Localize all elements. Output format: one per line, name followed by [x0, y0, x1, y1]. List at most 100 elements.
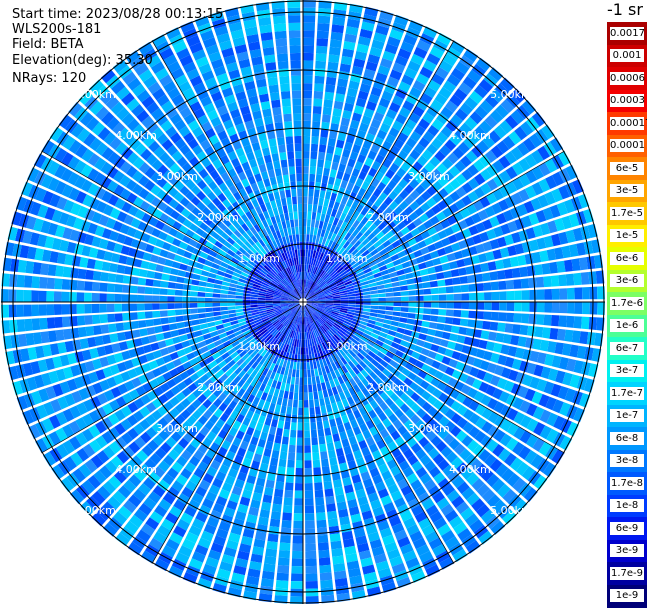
range-bin [261, 578, 274, 587]
colorbar-level: 3e-6 [607, 270, 647, 293]
range-bin [386, 293, 394, 297]
range-bin [168, 282, 176, 289]
range-bin [306, 234, 309, 242]
range-bin [290, 45, 301, 53]
range-bin [271, 511, 281, 520]
range-bin [46, 291, 54, 302]
range-bin [551, 275, 559, 286]
range-bin [552, 302, 560, 313]
range-bin [291, 574, 303, 582]
range-bin [303, 53, 314, 61]
range-bin [544, 315, 552, 326]
range-bin [335, 578, 348, 587]
range-bin [282, 99, 291, 107]
range-bin [228, 310, 236, 314]
range-bin [268, 169, 275, 178]
range-bin [327, 69, 338, 78]
range-bin [431, 295, 439, 301]
range-bin [323, 420, 330, 428]
colorbar-level: 3e-9 [607, 540, 647, 563]
range-bin [453, 285, 461, 292]
range-bin [293, 106, 302, 114]
range-bin [320, 213, 325, 221]
range-bin [461, 293, 469, 300]
range-bin [62, 279, 70, 290]
range-bin [290, 384, 295, 392]
range-bin [298, 204, 302, 212]
range-bin [386, 306, 394, 310]
range-bin [491, 312, 499, 321]
range-bin [435, 330, 444, 338]
range-bin [324, 99, 334, 108]
range-bin [167, 310, 175, 316]
range-bin [309, 234, 313, 242]
range-bin [287, 197, 292, 205]
range-bin [298, 257, 300, 265]
range-bin [445, 278, 453, 285]
range-bin [274, 115, 283, 124]
range-bin [279, 68, 290, 76]
range-bin [122, 294, 130, 302]
range-label: 5.00km [490, 88, 532, 101]
range-bin [439, 295, 447, 301]
range-bin [449, 333, 458, 341]
range-bin [290, 53, 301, 61]
range-bin [278, 183, 284, 191]
range-bin [272, 153, 280, 162]
range-bin [446, 286, 454, 293]
range-bin [292, 415, 298, 423]
range-bin [399, 280, 407, 286]
range-bin [129, 295, 137, 303]
range-bin [304, 423, 310, 431]
range-bin [507, 302, 515, 311]
range-bin [442, 263, 451, 271]
range-bin [331, 116, 340, 125]
range-bin [436, 272, 445, 279]
range-bin [283, 175, 289, 183]
colorbar-level: 0.00017 [607, 112, 647, 135]
range-bin [326, 404, 332, 412]
range-bin [327, 511, 337, 520]
range-bin [92, 315, 100, 325]
range-bin [170, 268, 179, 275]
range-bin [321, 183, 327, 191]
range-bin [333, 108, 343, 117]
range-bin [314, 189, 320, 197]
range-label: 4.00km [449, 463, 491, 476]
range-bin [297, 355, 300, 363]
range-bin [332, 556, 344, 565]
range-bin [153, 318, 161, 325]
range-bin [308, 204, 313, 212]
range-bin [557, 261, 566, 273]
range-bin [393, 287, 401, 292]
range-bin [305, 249, 308, 257]
range-bin [385, 288, 393, 293]
range-bin [334, 487, 344, 496]
range-bin [303, 76, 313, 84]
range-bin [311, 144, 318, 152]
range-bin [406, 279, 414, 285]
range-bin [331, 541, 343, 550]
range-bin [269, 85, 279, 94]
range-bin [460, 319, 468, 327]
range-bin [436, 323, 445, 330]
range-bin [145, 279, 153, 287]
range-bin [336, 494, 346, 503]
range-bin [467, 319, 475, 327]
range-bin [94, 260, 103, 270]
range-bin [69, 304, 77, 314]
range-bin [542, 263, 551, 275]
range-bin [424, 295, 432, 301]
range-bin [327, 145, 335, 154]
range-bin [460, 276, 468, 284]
range-bin [272, 504, 282, 513]
range-bin [466, 266, 475, 275]
range-bin [315, 406, 321, 414]
range-bin [413, 326, 422, 333]
range-bin [378, 293, 386, 297]
colorbar-level-label: 3e-9 [610, 544, 644, 557]
range-bin [16, 290, 24, 302]
range-bin [313, 467, 321, 475]
range-bin [503, 334, 512, 344]
range-bin [99, 283, 107, 292]
